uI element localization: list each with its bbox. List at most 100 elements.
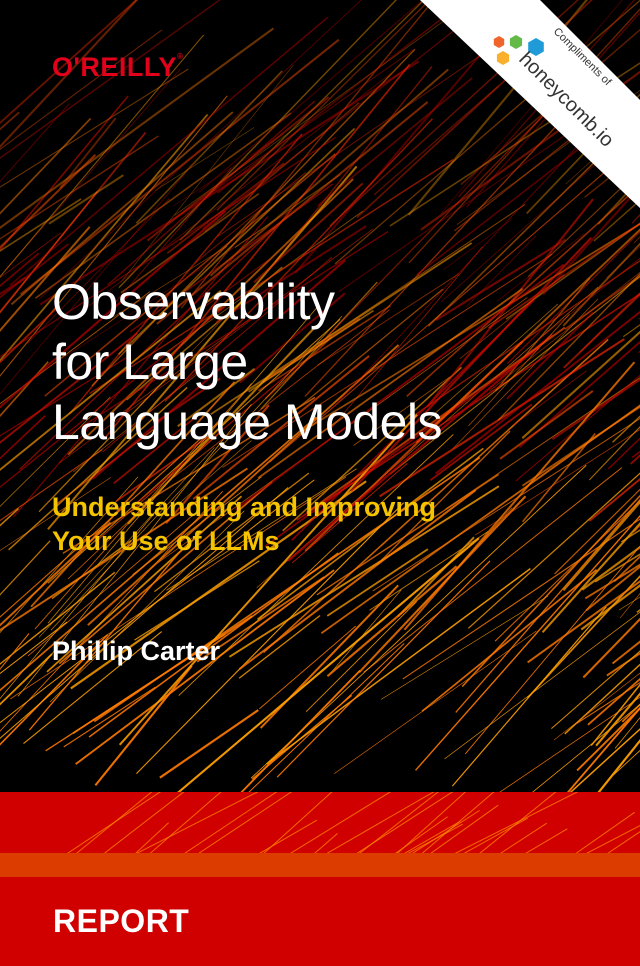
- light-streak: [420, 70, 640, 231]
- light-streak: [0, 634, 109, 746]
- light-streak: [521, 330, 640, 439]
- light-streak: [0, 354, 131, 437]
- light-streak: [126, 266, 283, 401]
- light-streak: [326, 565, 458, 678]
- light-streak: [27, 509, 200, 657]
- light-streak: [117, 127, 356, 355]
- light-streak: [91, 48, 416, 387]
- light-streak: [546, 706, 640, 818]
- title-line: Language Models: [52, 394, 443, 450]
- light-streak: [115, 434, 211, 502]
- light-streak: [0, 162, 195, 395]
- light-streak: [551, 650, 640, 730]
- light-streak: [564, 663, 640, 735]
- light-streak: [94, 665, 193, 787]
- light-streak: [289, 288, 444, 415]
- light-streak: [363, 467, 623, 673]
- light-streak: [0, 117, 92, 215]
- light-streak: [496, 233, 585, 302]
- light-streak: [459, 274, 565, 360]
- light-streak: [554, 488, 640, 575]
- light-streak: [614, 717, 640, 749]
- light-streak: [250, 464, 587, 779]
- light-streak: [5, 68, 181, 270]
- light-streak: [0, 487, 289, 739]
- light-streak: [353, 376, 451, 446]
- light-streak: [200, 48, 415, 201]
- light-streak: [58, 481, 273, 665]
- author-name: Phillip Carter: [52, 636, 221, 666]
- light-streak: [317, 273, 460, 366]
- light-streak: [326, 548, 429, 617]
- light-streak: [228, 485, 500, 658]
- light-streak: [0, 449, 103, 522]
- light-streak: [0, 34, 205, 278]
- light-streak: [607, 437, 640, 470]
- light-streak: [330, 589, 402, 674]
- light-streak: [551, 378, 640, 440]
- publisher-logo: O'REILLY®: [52, 52, 183, 83]
- light-streak: [63, 686, 156, 748]
- light-streak: [582, 617, 640, 679]
- light-streak: [594, 553, 640, 583]
- light-streak: [0, 103, 70, 183]
- light-streak: [17, 404, 252, 697]
- light-streak: [406, 184, 640, 397]
- light-streak: [443, 219, 512, 271]
- light-streak: [0, 571, 116, 665]
- light-streak: [0, 418, 223, 618]
- light-streak: [455, 498, 640, 713]
- light-streak: [554, 728, 640, 808]
- light-streak: [0, 226, 91, 333]
- light-streak: [613, 555, 640, 582]
- light-streak: [172, 133, 284, 207]
- light-streak: [80, 72, 393, 313]
- light-streak: [239, 292, 346, 384]
- light-streak: [120, 64, 294, 283]
- light-streak: [494, 500, 640, 642]
- light-streak: [373, 85, 499, 196]
- light-streak: [129, 183, 334, 333]
- light-streak: [0, 477, 111, 551]
- light-streak: [587, 677, 640, 726]
- light-streak: [369, 531, 489, 611]
- light-streak: [91, 259, 346, 480]
- light-streak: [0, 415, 46, 460]
- light-streak: [0, 540, 51, 596]
- light-streak: [274, 65, 433, 263]
- light-streak: [49, 510, 245, 703]
- light-streak: [19, 226, 276, 470]
- light-streak: [112, 246, 228, 318]
- light-streak: [564, 274, 640, 330]
- light-streak: [0, 653, 53, 706]
- light-streak: [269, 168, 610, 463]
- light-streak: [423, 303, 559, 424]
- light-streak: [59, 117, 117, 189]
- light-streak: [156, 101, 429, 325]
- light-streak: [444, 611, 640, 760]
- light-streak: [429, 403, 533, 481]
- light-streak: [0, 27, 275, 230]
- light-streak: [0, 332, 138, 444]
- light-streak: [553, 672, 640, 741]
- light-streak: [0, 306, 58, 364]
- light-streak: [31, 211, 290, 379]
- light-streak: [445, 377, 640, 510]
- light-streak: [435, 238, 567, 321]
- light-streak: [234, 263, 565, 511]
- light-streak: [488, 271, 640, 392]
- light-streak: [263, 338, 609, 654]
- light-streak: [28, 550, 182, 731]
- light-streak: [114, 167, 232, 303]
- light-streak: [338, 131, 571, 293]
- light-streak: [0, 467, 248, 632]
- light-streak: [178, 434, 454, 696]
- light-streak: [287, 333, 553, 562]
- registered-mark: ®: [176, 52, 184, 61]
- book-title: Observability for Large Language Models: [52, 272, 443, 452]
- light-streak: [34, 112, 292, 299]
- light-streak: [585, 565, 640, 612]
- light-streak: [180, 0, 435, 309]
- light-streak: [495, 277, 591, 392]
